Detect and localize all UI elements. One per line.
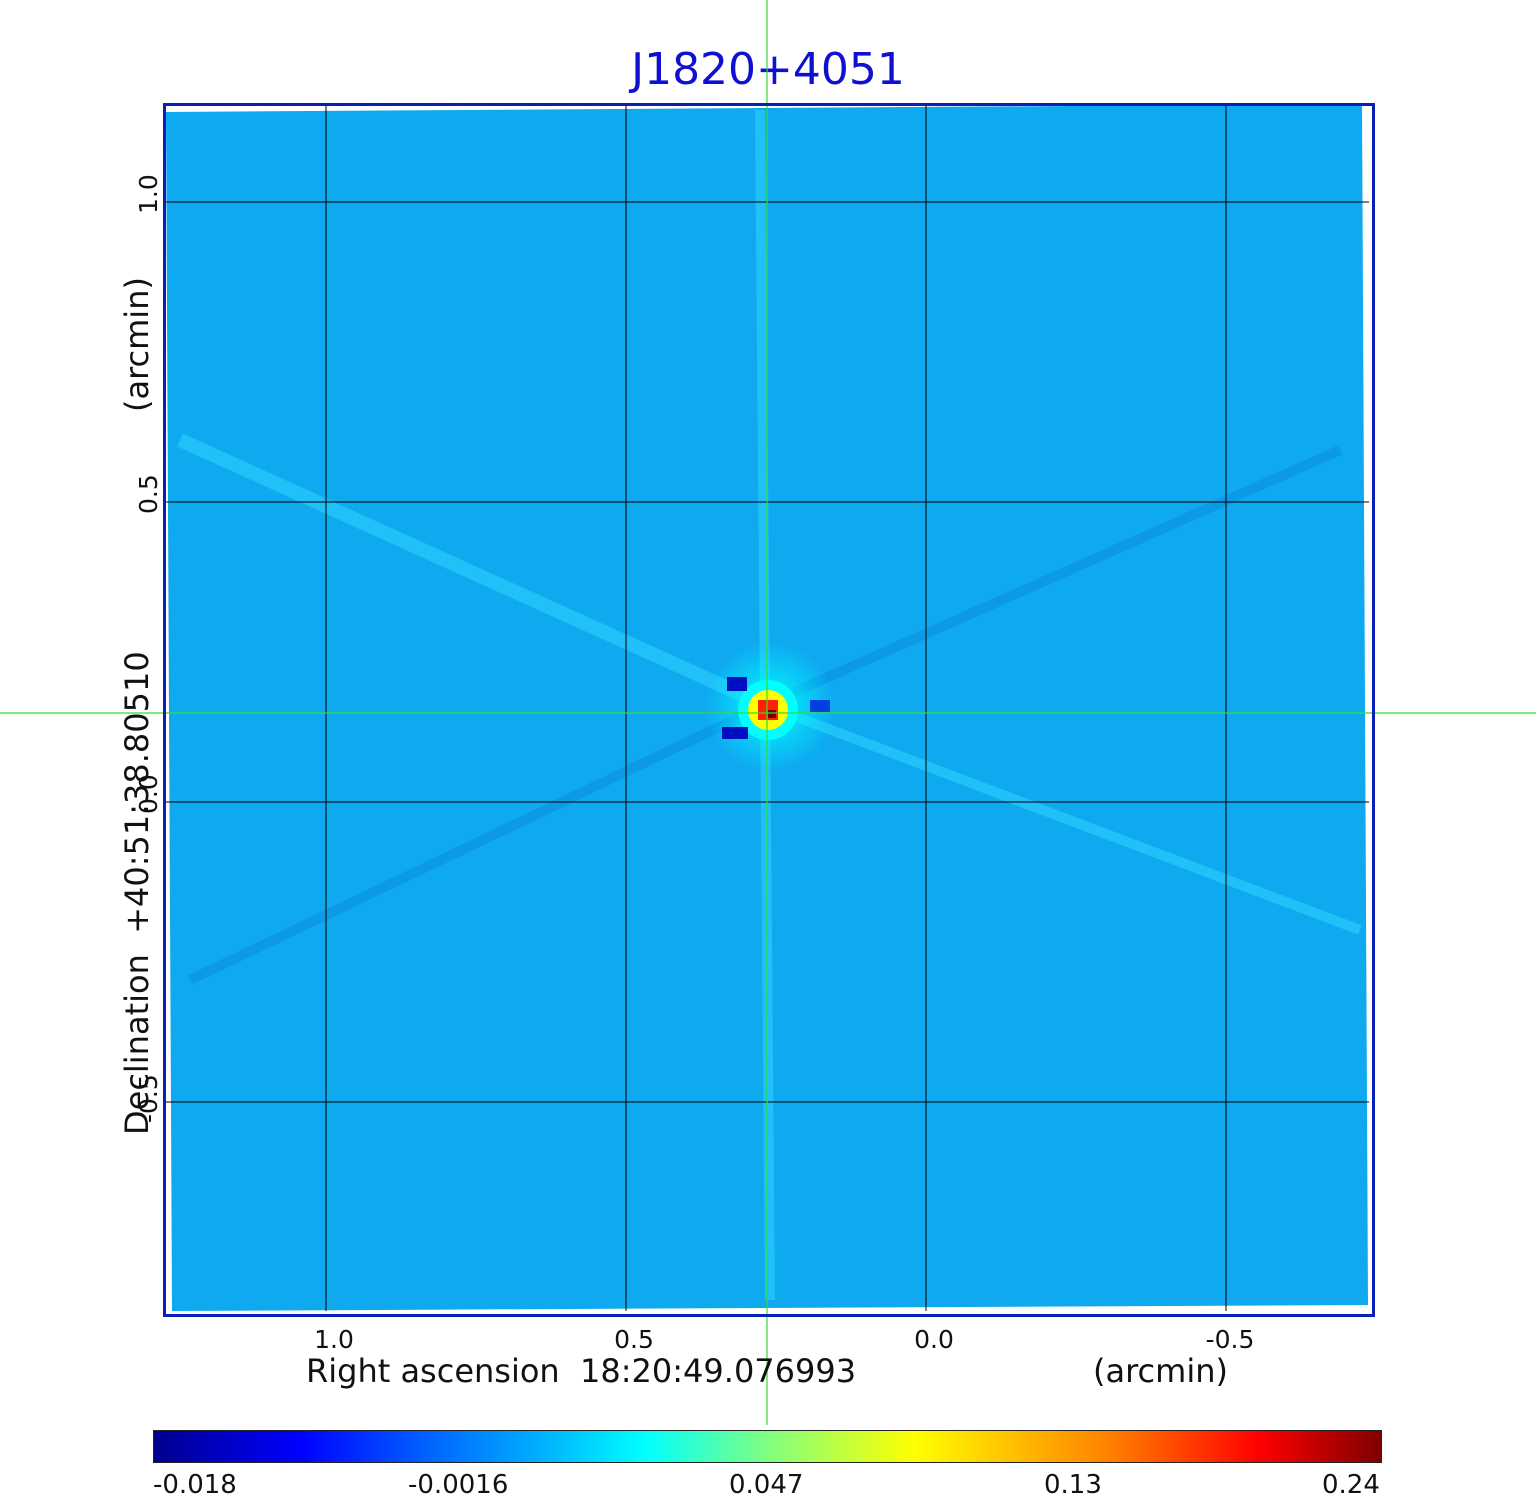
y-axis-unit: (arcmin) [118, 277, 156, 412]
coordinate-grid [163, 103, 1369, 1311]
source-blob [705, 642, 835, 772]
colorbar-tick-label: 0.24 [1322, 1470, 1380, 1500]
y-tick-label: 1.0 [134, 174, 163, 214]
x-tick-label: 0.0 [914, 1325, 954, 1354]
colorbar-tick-label: -0.0016 [408, 1470, 509, 1500]
y-tick-label: 0.5 [134, 474, 163, 514]
colorbar [153, 1430, 1382, 1463]
x-tick-label: 0.5 [614, 1325, 654, 1354]
x-axis-unit: (arcmin) [1093, 1352, 1228, 1390]
x-tick-label: 1.0 [314, 1325, 354, 1354]
plot-frame [163, 103, 1375, 1317]
colorbar-tick-label: 0.047 [729, 1470, 804, 1500]
colorbar-tick-label: -0.018 [153, 1470, 237, 1500]
x-axis-label: Right ascension 18:20:49.076993 [306, 1352, 857, 1390]
colorbar-tick-label: 0.13 [1044, 1470, 1102, 1500]
image-title: J1820+4051 [631, 44, 905, 95]
x-tick-label: -0.5 [1205, 1325, 1255, 1354]
crosshair [0, 0, 1536, 1425]
y-axis-label: Declination +40:51:38.80510 [118, 651, 156, 1135]
